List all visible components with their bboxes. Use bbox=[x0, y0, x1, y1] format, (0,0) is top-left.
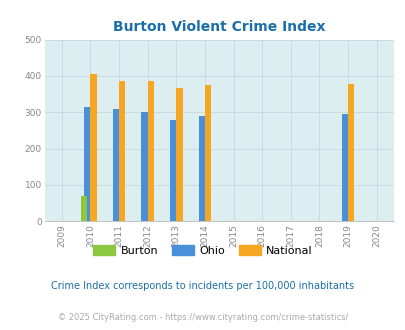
Bar bbox=[119, 81, 125, 221]
Bar bbox=[205, 84, 211, 221]
Bar bbox=[341, 115, 347, 221]
Text: Crime Index corresponds to incidents per 100,000 inhabitants: Crime Index corresponds to incidents per… bbox=[51, 281, 354, 291]
Bar bbox=[147, 81, 153, 221]
Bar bbox=[198, 116, 205, 221]
Bar bbox=[347, 83, 354, 221]
Bar bbox=[170, 120, 176, 221]
Bar bbox=[90, 75, 96, 221]
Title: Burton Violent Crime Index: Burton Violent Crime Index bbox=[113, 20, 325, 34]
Bar bbox=[176, 88, 182, 221]
Bar bbox=[84, 107, 90, 221]
Bar bbox=[113, 109, 119, 221]
Text: © 2025 CityRating.com - https://www.cityrating.com/crime-statistics/: © 2025 CityRating.com - https://www.city… bbox=[58, 313, 347, 322]
Bar bbox=[84, 107, 90, 221]
Bar bbox=[81, 196, 87, 221]
Bar bbox=[90, 75, 96, 221]
Legend: Burton, Ohio, National: Burton, Ohio, National bbox=[88, 241, 317, 260]
Bar bbox=[141, 112, 147, 221]
